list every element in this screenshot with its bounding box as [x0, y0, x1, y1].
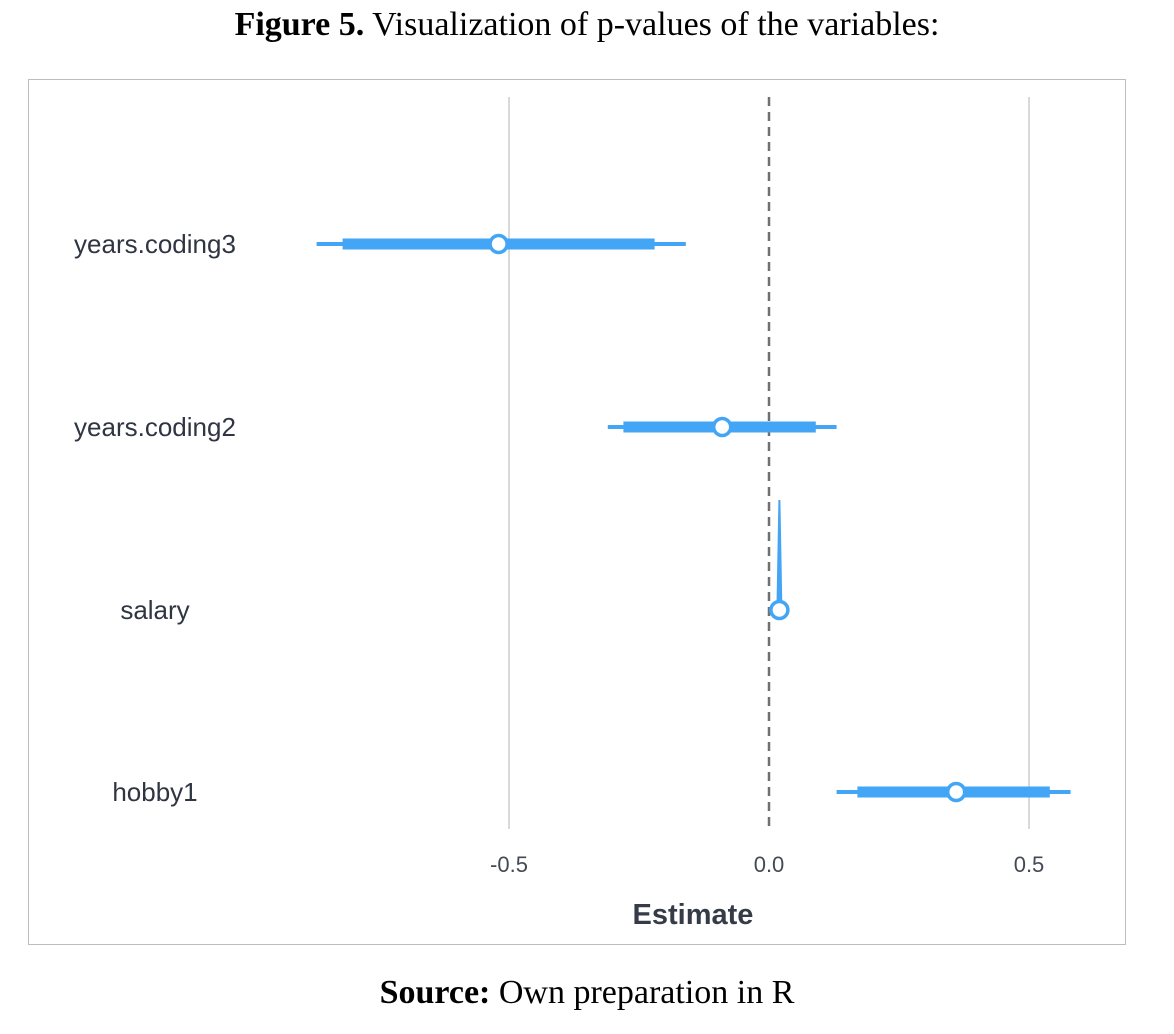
- source-caption-label: Source:: [379, 974, 491, 1011]
- y-category-label: years.coding3: [74, 229, 236, 259]
- estimate-point: [945, 781, 967, 803]
- x-axis-title: Estimate: [633, 899, 754, 931]
- estimate-point: [769, 599, 790, 621]
- y-category-label: hobby1: [112, 777, 197, 807]
- x-tick-label: -0.5: [490, 852, 528, 877]
- figure-caption: Figure 5. Visualization of p-values of t…: [0, 6, 1174, 44]
- x-tick-label: 0.5: [1014, 852, 1045, 877]
- chart-frame: years.coding3 years.coding2 salary hobby1 -…: [28, 79, 1126, 945]
- figure-caption-label: Figure 5.: [234, 6, 365, 43]
- figure-caption-text: Visualization of p-values of the variabl…: [364, 6, 940, 43]
- estimate-point: [488, 233, 509, 255]
- estimate-point: [711, 416, 733, 438]
- density-spike: [776, 500, 783, 610]
- source-caption: Source: Own preparation in R: [0, 974, 1174, 1012]
- coefficient-plot: years.coding3 years.coding2 salary hobby1 -…: [74, 97, 1071, 931]
- source-caption-text: Own preparation in R: [490, 974, 795, 1011]
- y-category-label: years.coding2: [74, 412, 236, 442]
- y-category-label: salary: [120, 595, 189, 625]
- x-tick-label: 0.0: [754, 852, 785, 877]
